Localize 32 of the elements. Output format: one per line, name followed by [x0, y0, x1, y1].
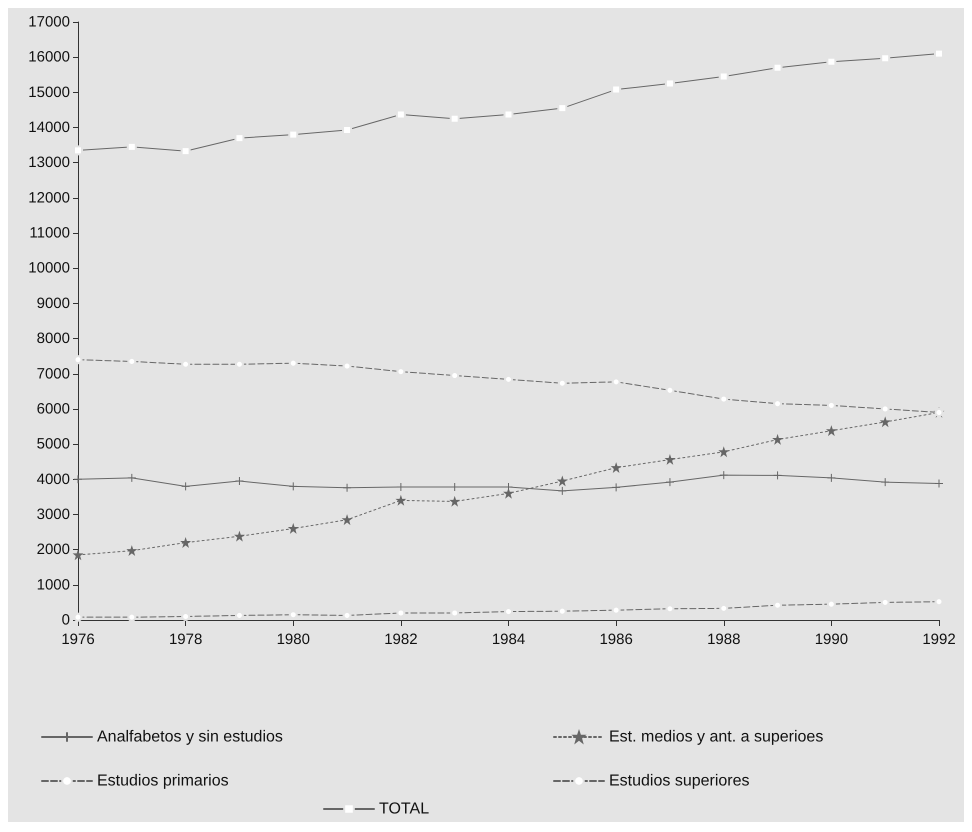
- y-tick-label: 15000: [28, 84, 70, 101]
- y-tick-label: 13000: [28, 154, 70, 172]
- x-tick-label: 1978: [168, 631, 202, 648]
- y-tick-label: 6000: [36, 400, 70, 418]
- x-tick-label: 1984: [492, 631, 526, 648]
- y-tick-label: 14000: [28, 119, 70, 136]
- legend-label: Est. medios y ant. a superioes: [609, 728, 824, 746]
- y-tick-label: 8000: [36, 330, 70, 348]
- y-tick-label: 3000: [36, 506, 70, 523]
- x-tick-label: 1990: [814, 631, 848, 648]
- y-tick-label: 16000: [28, 48, 70, 66]
- x-tick-label: 1986: [599, 631, 633, 648]
- x-tick-label: 1980: [276, 631, 310, 648]
- y-tick-label: 11000: [29, 224, 70, 242]
- y-tick-label: 0: [62, 612, 70, 628]
- y-tick-label: 7000: [36, 365, 70, 382]
- y-tick-label: 2000: [36, 541, 70, 558]
- legend-label: Estudios primarios: [97, 772, 229, 790]
- legend-label: Analfabetos y sin estudios: [97, 728, 283, 746]
- y-tick-label: 1000: [36, 576, 70, 594]
- x-tick-label: 1976: [61, 631, 95, 648]
- x-tick-label: 1988: [707, 631, 740, 648]
- y-tick-label: 9000: [36, 294, 70, 312]
- y-tick-label: 5000: [36, 436, 70, 453]
- y-tick-label: 10000: [28, 260, 70, 277]
- x-tick-label: 1982: [384, 631, 418, 648]
- y-tick-label: 12000: [28, 189, 70, 206]
- x-tick-label: 1992: [922, 631, 956, 648]
- y-tick-label: 17000: [28, 14, 70, 30]
- legend-label: Estudios superiores: [609, 772, 750, 790]
- legend-label: TOTAL: [379, 800, 430, 818]
- y-tick-label: 4000: [36, 470, 70, 488]
